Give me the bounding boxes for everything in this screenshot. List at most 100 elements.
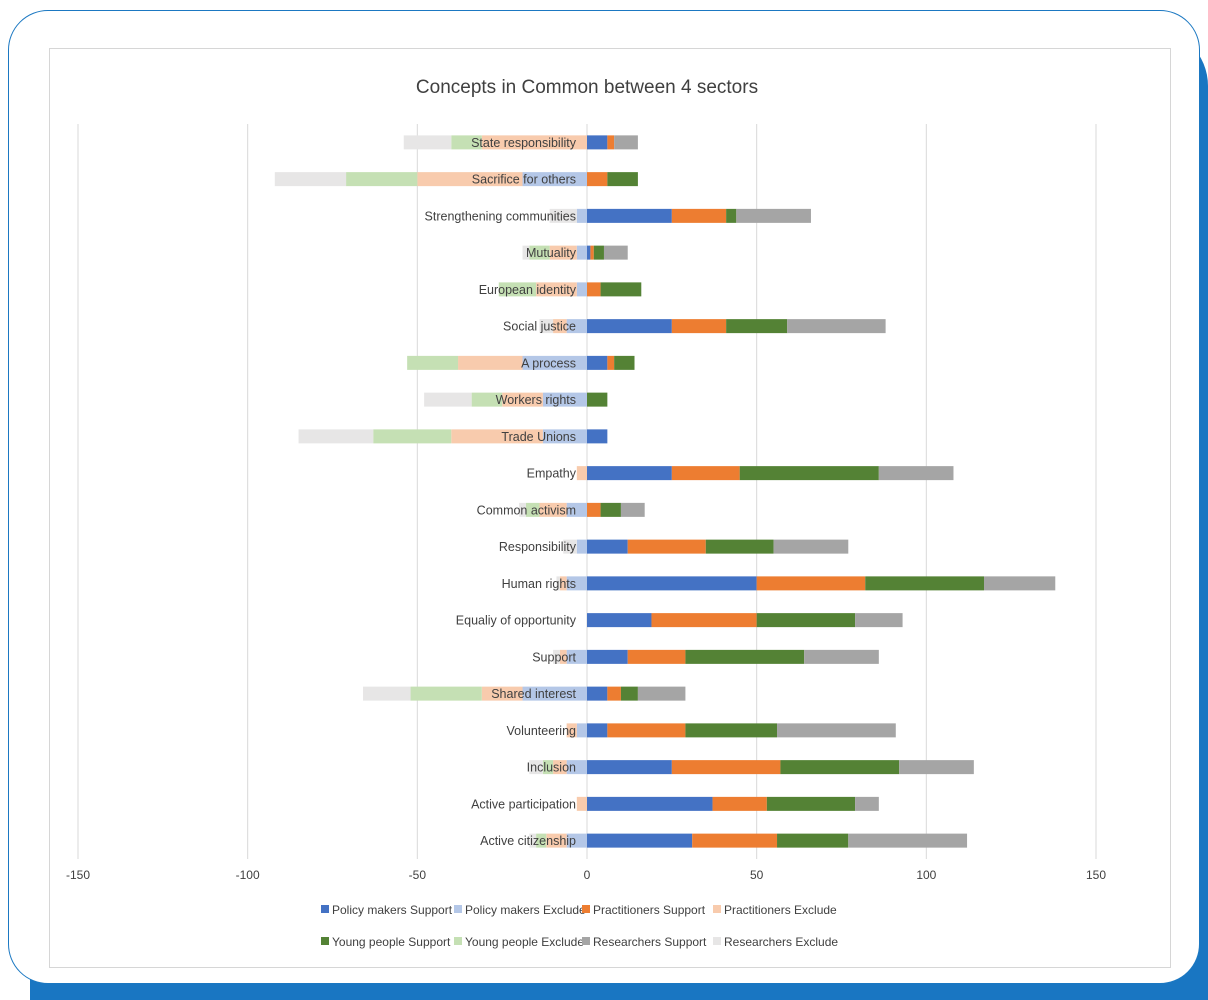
bar-segment: [627, 649, 686, 664]
bar-segment: [756, 576, 866, 591]
bar-segment: [587, 796, 713, 811]
bar-segment: [566, 576, 587, 591]
bar-segment: [855, 796, 879, 811]
bar-segment: [685, 649, 805, 664]
legend-label: Researchers Support: [593, 935, 707, 949]
bar-segment: [614, 135, 638, 150]
grid: [77, 124, 1097, 859]
bar-segment: [712, 796, 767, 811]
bar-segment: [804, 649, 879, 664]
bar-segment: [458, 355, 523, 370]
bar-segment: [522, 172, 587, 187]
bar-segment: [481, 135, 587, 150]
bar-segment: [848, 833, 968, 848]
bar-segment: [603, 245, 628, 260]
legend-label: Researchers Exclude: [724, 935, 838, 949]
bar-segment: [451, 135, 482, 150]
category-label: State responsibility: [471, 136, 577, 150]
bar-segment: [587, 208, 672, 223]
bar-segment: [576, 208, 587, 223]
bar-segment: [692, 833, 778, 848]
bar-segment: [542, 429, 587, 444]
bar-segment: [549, 245, 577, 260]
bar-segment: [519, 502, 526, 517]
bar-segment: [865, 576, 985, 591]
bar-segment: [587, 649, 628, 664]
bar-segment: [600, 282, 642, 297]
bar-segment: [587, 392, 608, 407]
bar-segment: [536, 833, 547, 848]
bar-segment: [878, 466, 954, 481]
category-label: Inclusion: [527, 761, 576, 775]
bar-segment: [620, 686, 638, 701]
category-label: Active participation: [471, 797, 576, 811]
bar-segment: [780, 760, 900, 775]
category-label: Social justice: [503, 320, 576, 334]
bar-segment: [576, 282, 587, 297]
bar-segment: [756, 613, 856, 628]
bar-segment: [576, 796, 587, 811]
bar-segment: [637, 686, 686, 701]
legend: Policy makers Support Policy makers Exclu…: [321, 903, 838, 949]
category-label: Volunteering: [506, 724, 576, 738]
legend-swatch: [454, 905, 462, 913]
bar-segment: [607, 723, 686, 738]
bar-segment: [542, 392, 587, 407]
legend-swatch: [582, 905, 590, 913]
bar-segment: [671, 208, 727, 223]
bar-segment: [726, 208, 737, 223]
bar-segment: [542, 760, 554, 775]
bar-segment: [627, 539, 706, 554]
tick-label: 150: [1086, 868, 1106, 882]
bar-segment: [787, 319, 886, 334]
bar-segment: [522, 245, 530, 260]
legend-label: Practitioners Exclude: [724, 903, 837, 917]
category-label: Active citizenship: [480, 834, 576, 848]
bar-segment: [607, 172, 638, 187]
category-label: Human rights: [502, 577, 576, 591]
bar-segment: [522, 686, 587, 701]
bar-segment: [739, 466, 879, 481]
tick-label: 0: [584, 868, 591, 882]
category-label: Equaliy of opportunity: [456, 614, 577, 628]
tick-label: -150: [66, 868, 90, 882]
bar-segment: [855, 613, 903, 628]
tick-label: 50: [750, 868, 764, 882]
legend-label: Young people Support: [332, 935, 451, 949]
bar-segment: [587, 833, 693, 848]
bar-segment: [705, 539, 774, 554]
category-label: Support: [532, 650, 576, 664]
tick-label: -50: [409, 868, 427, 882]
x-axis-ticks: -150 -100 -50 0 50 100 150: [66, 868, 1106, 882]
category-label: Strengthening communities: [425, 209, 576, 223]
bar-segment: [620, 502, 645, 517]
bar-segment: [600, 502, 621, 517]
bar-segment: [549, 208, 577, 223]
chart-svg: Concepts in Common between 4 sectors Sta…: [66, 77, 1106, 949]
bar-segment: [607, 355, 615, 370]
bar-segment: [563, 539, 577, 554]
bar-segment: [546, 833, 567, 848]
category-labels: State responsibility Sacrifice for others…: [425, 136, 577, 848]
bar-segment: [424, 392, 472, 407]
category-label: Mutuality: [526, 246, 577, 260]
bar-segment: [685, 723, 778, 738]
bar-segment: [651, 613, 757, 628]
chart-area: Concepts in Common between 4 sectors Sta…: [49, 48, 1171, 968]
legend-swatch: [582, 937, 590, 945]
legend-swatch: [454, 937, 462, 945]
bar-segment: [587, 466, 672, 481]
category-label: Responsibility: [499, 540, 577, 554]
bar-segment: [556, 576, 560, 591]
bar-segment: [529, 833, 537, 848]
bar-segment: [502, 392, 543, 407]
bar-segment: [373, 429, 452, 444]
chart-title: Concepts in Common between 4 sectors: [416, 77, 758, 98]
bar-segment: [417, 172, 523, 187]
bar-segment: [587, 172, 608, 187]
category-label: Sacrifice for others: [472, 173, 576, 187]
bar-segment: [410, 686, 482, 701]
bars: [274, 135, 1056, 848]
bar-segment: [671, 466, 740, 481]
bar-segment: [274, 172, 347, 187]
